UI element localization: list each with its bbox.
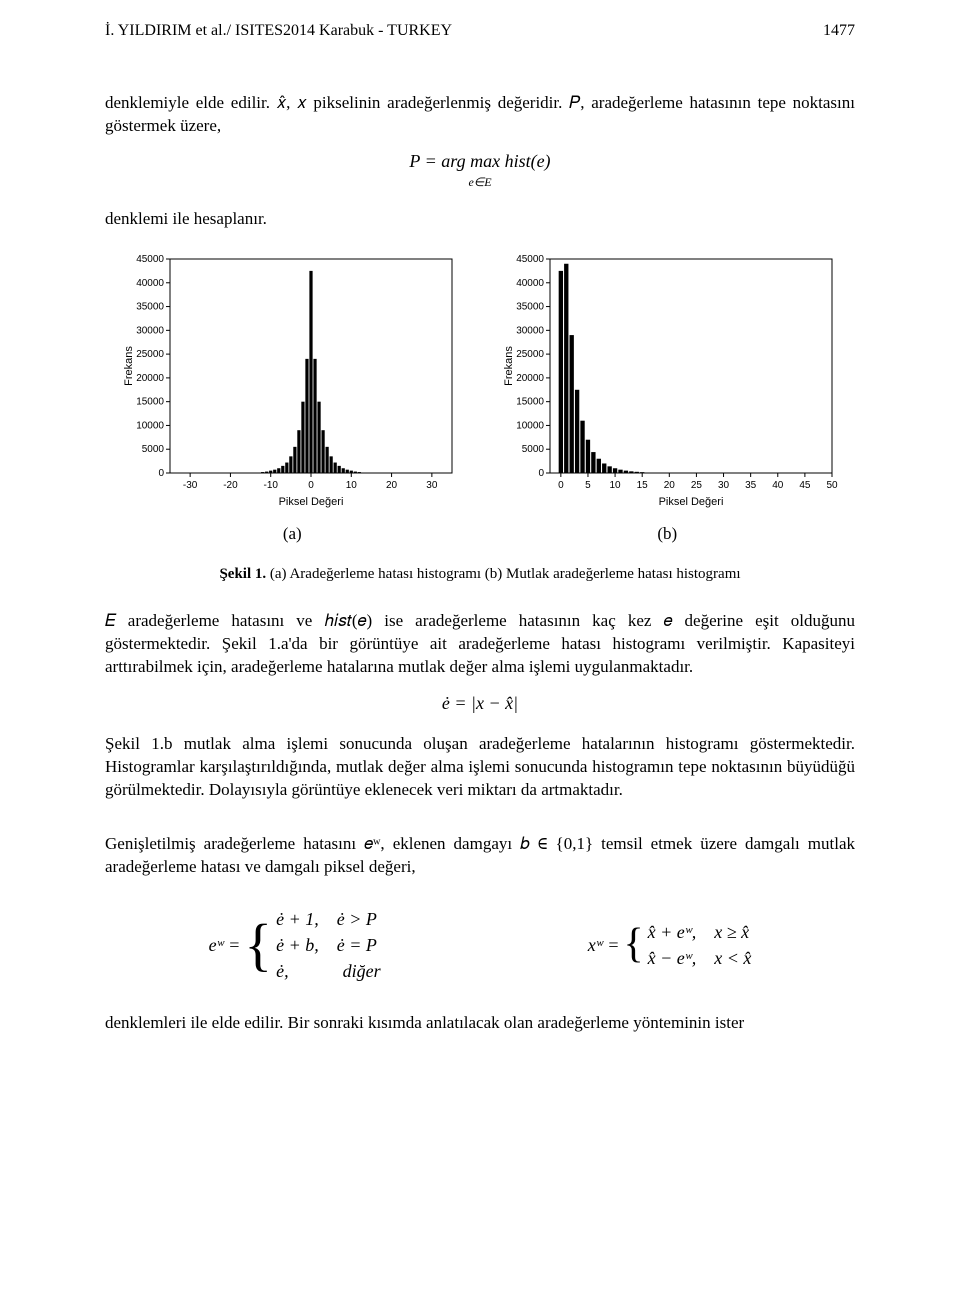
- svg-text:45000: 45000: [136, 254, 164, 265]
- figure-caption: Şekil 1. (a) Aradeğerleme hatası histogr…: [105, 564, 855, 584]
- svg-text:30000: 30000: [136, 325, 164, 336]
- svg-text:50: 50: [826, 480, 838, 491]
- piecewise-ew-cases: ė + 1, ė > P ė + b, ė = P ė, diğer: [276, 907, 380, 984]
- svg-text:20: 20: [386, 480, 398, 491]
- paragraph-5: Genişletilmiş aradeğerleme hatasını 𝑒ʷ, …: [105, 833, 855, 879]
- subfigure-labels: (a) (b): [105, 523, 855, 546]
- svg-text:0: 0: [538, 468, 544, 479]
- piecewise-ew-lhs: eʷ =: [209, 933, 241, 957]
- svg-text:0: 0: [558, 480, 564, 491]
- equation-argmax: P = arg max hist(e) e∈E: [105, 149, 855, 189]
- svg-text:Frekans: Frekans: [503, 346, 515, 386]
- svg-text:0: 0: [158, 468, 164, 479]
- svg-text:40000: 40000: [136, 278, 164, 289]
- svg-text:25: 25: [691, 480, 703, 491]
- svg-text:10000: 10000: [516, 420, 544, 431]
- paragraph-2: denklemi ile hesaplanır.: [105, 208, 855, 231]
- paragraph-4: Şekil 1.b mutlak alma işlemi sonucunda o…: [105, 733, 855, 802]
- histogram-a-slot: 0 5000 10000 15000 20000 25000 30000 35000 40000…: [120, 251, 460, 511]
- equation-argmax-sub: e∈E: [105, 174, 855, 190]
- page-header: İ. YILDIRIM et al./ ISITES2014 Karabuk -…: [105, 20, 855, 42]
- subfigure-label-a: (a): [283, 523, 302, 546]
- piecewise-ew: eʷ = { ė + 1, ė > P ė + b, ė = P ė, diğe…: [209, 907, 381, 984]
- svg-text:0: 0: [308, 480, 314, 491]
- paragraph-6: denklemleri ile elde edilir. Bir sonraki…: [105, 1012, 855, 1035]
- svg-text:35000: 35000: [136, 301, 164, 312]
- svg-text:45000: 45000: [516, 254, 544, 265]
- svg-text:15000: 15000: [136, 397, 164, 408]
- piecewise-ew-case-2: ė, diğer: [276, 959, 380, 983]
- header-left: İ. YILDIRIM et al./ ISITES2014 Karabuk -…: [105, 20, 452, 42]
- equation-abs-error: ė = |x − x̂|: [105, 691, 855, 715]
- svg-text:-10: -10: [263, 480, 278, 491]
- svg-text:-30: -30: [183, 480, 198, 491]
- histogram-a: 0 5000 10000 15000 20000 25000 30000 35000 40000…: [120, 251, 460, 511]
- svg-text:40000: 40000: [516, 278, 544, 289]
- svg-text:25000: 25000: [516, 349, 544, 360]
- svg-text:5000: 5000: [522, 444, 545, 455]
- piecewise-xw-lhs: xʷ =: [588, 933, 620, 957]
- svg-text:30000: 30000: [516, 325, 544, 336]
- svg-text:5: 5: [585, 480, 591, 491]
- paragraph-3: 𝐸 aradeğerleme hatasını ve ℎ𝑖𝑠𝑡(𝑒) ise a…: [105, 610, 855, 679]
- svg-text:5000: 5000: [142, 444, 165, 455]
- svg-text:35: 35: [745, 480, 757, 491]
- figure-caption-rest: (a) Aradeğerleme hatası histogramı (b) M…: [266, 566, 740, 582]
- svg-text:10: 10: [346, 480, 358, 491]
- figure-caption-bold: Şekil 1.: [219, 566, 266, 582]
- piecewise-row: eʷ = { ė + 1, ė > P ė + b, ė = P ė, diğe…: [105, 907, 855, 984]
- svg-text:40: 40: [772, 480, 784, 491]
- svg-text:Frekans: Frekans: [123, 346, 135, 386]
- svg-text:25000: 25000: [136, 349, 164, 360]
- svg-text:30: 30: [718, 480, 730, 491]
- subfigure-label-b: (b): [657, 523, 677, 546]
- svg-text:15: 15: [637, 480, 649, 491]
- svg-text:35000: 35000: [516, 301, 544, 312]
- piecewise-ew-case-1: ė + b, ė = P: [276, 933, 380, 957]
- piecewise-xw-cases: x̂ + eʷ, x ≥ x̂ x̂ − eʷ, x < x̂: [648, 920, 752, 971]
- svg-text:Piksel Değeri: Piksel Değeri: [659, 496, 724, 508]
- svg-text:20000: 20000: [516, 373, 544, 384]
- piecewise-xw: xʷ = { x̂ + eʷ, x ≥ x̂ x̂ − eʷ, x < x̂: [588, 920, 752, 971]
- brace-icon: {: [244, 922, 272, 968]
- histogram-b-slot: 0 5000 10000 15000 20000 25000 30000 35000 40000…: [500, 251, 840, 511]
- equation-argmax-line1: P = arg max hist(e): [105, 149, 855, 173]
- svg-text:-20: -20: [223, 480, 238, 491]
- svg-text:10000: 10000: [136, 420, 164, 431]
- histogram-b: 0 5000 10000 15000 20000 25000 30000 35000 40000…: [500, 251, 840, 511]
- svg-text:15000: 15000: [516, 397, 544, 408]
- histogram-row: 0500010000150002000025000300003500040000…: [105, 251, 855, 511]
- svg-text:30: 30: [426, 480, 438, 491]
- paragraph-1: denklemiyle elde edilir. 𝑥̂, 𝑥 pikselini…: [105, 92, 855, 138]
- svg-text:45: 45: [799, 480, 811, 491]
- svg-text:20000: 20000: [136, 373, 164, 384]
- piecewise-xw-case-0: x̂ + eʷ, x ≥ x̂: [648, 920, 752, 944]
- piecewise-ew-case-0: ė + 1, ė > P: [276, 907, 380, 931]
- brace-icon: {: [623, 928, 643, 962]
- header-page-number: 1477: [823, 20, 855, 42]
- svg-text:20: 20: [664, 480, 676, 491]
- svg-text:10: 10: [610, 480, 622, 491]
- piecewise-xw-case-1: x̂ − eʷ, x < x̂: [648, 946, 752, 970]
- svg-text:Piksel Değeri: Piksel Değeri: [279, 496, 344, 508]
